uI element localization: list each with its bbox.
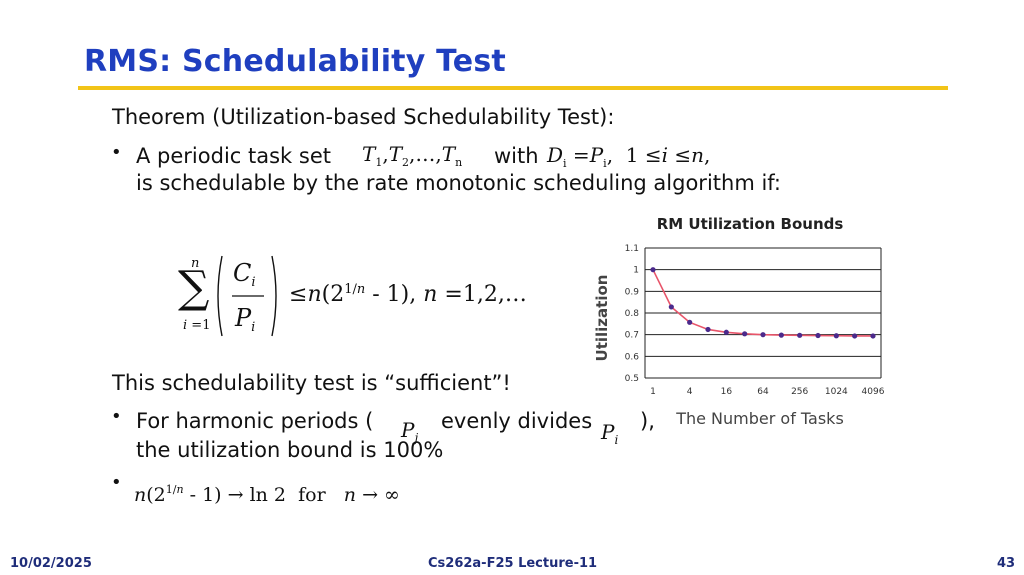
chart-data-point: [668, 304, 674, 310]
harmonic-end: ),: [640, 409, 655, 433]
limit-expression: n(21/n - 1) → ln 2 for n → ∞: [134, 483, 400, 506]
chart-x-tick-label: 1024: [825, 387, 848, 397]
chart-y-tick-label: 1: [633, 266, 639, 276]
chart-y-tick-label: 0.7: [625, 331, 639, 341]
chart-y-tick-label: 0.6: [625, 352, 640, 362]
footer-page-number: 43: [997, 556, 1016, 571]
sum-upper: n: [191, 256, 200, 271]
footer-date: 10/02/2025: [10, 556, 92, 571]
chart-data-point: [815, 332, 821, 339]
chart-data-point: [760, 332, 766, 338]
Pj-math: Pj: [401, 418, 419, 445]
chart-y-tick-label: 0.8: [625, 309, 640, 319]
chart-x-axis-label: The Number of Tasks: [675, 409, 844, 428]
bullet-icon: •: [111, 142, 122, 163]
harmonic-continuation: the utilization bound is 100%: [136, 438, 444, 462]
rm-utilization-chart: RM Utilization Bounds Utilization The Nu…: [593, 215, 885, 428]
fraction-numerator: Ci: [233, 259, 256, 290]
bullet1-continuation: is schedulable by the rate monotonic sch…: [136, 171, 782, 195]
chart-data-point: [650, 267, 656, 273]
chart-data-point: [723, 329, 729, 335]
chart-x-tick-label: 16: [721, 387, 733, 397]
harmonic-divides: evenly divides: [441, 409, 593, 433]
chart-y-tick-label: 0.9: [625, 287, 640, 297]
fraction-denominator: Pi: [235, 304, 256, 335]
bullet1-text: A periodic task set: [136, 144, 331, 168]
deadline-condition-math: Di =Pi, 1 ≤i ≤n,: [547, 143, 711, 170]
chart-y-tick-label: 0.5: [625, 374, 639, 384]
slide-title: RMS: Schedulability Test: [84, 44, 506, 79]
chart-data-point: [797, 332, 803, 338]
chart-x-tick-label: 256: [791, 387, 808, 397]
chart-series-line: [652, 269, 873, 337]
bullet-icon: •: [111, 406, 122, 427]
sum-lower: i =1: [183, 318, 211, 333]
bullet1-with: with: [494, 144, 539, 168]
fraction-parentheses: [217, 255, 277, 337]
Pi-math: Pi: [601, 420, 619, 447]
chart-x-tick-label: 4: [687, 387, 693, 397]
chart-title: RM Utilization Bounds: [657, 215, 844, 233]
chart-x-tick-label: 4096: [862, 387, 885, 397]
chart-y-axis-label: Utilization: [593, 275, 611, 362]
chart-data-point: [870, 333, 876, 339]
chart-x-tick-label: 1: [650, 387, 656, 397]
chart-y-tick-label: 1.1: [625, 244, 639, 254]
chart-x-tick-label: 64: [757, 387, 769, 397]
bullet-icon: •: [111, 472, 122, 493]
chart-data-point: [833, 333, 839, 339]
chart-data-point: [705, 326, 711, 333]
theorem-heading: Theorem (Utilization-based Schedulabilit…: [112, 105, 615, 129]
harmonic-text: For harmonic periods (: [136, 409, 374, 433]
bound-expression: ≤n(21/n - 1), n =1,2,…: [289, 282, 527, 307]
chart-data-point: [687, 319, 693, 325]
chart-data-point: [742, 331, 748, 337]
task-set-math: T1,T2,…,Tn: [362, 142, 463, 169]
footer-course: Cs262a-F25 Lecture-11: [428, 556, 598, 571]
chart-data-point: [852, 333, 858, 339]
chart-data-point: [778, 332, 784, 338]
sufficient-text: This schedulability test is “sufficient”…: [112, 371, 511, 395]
title-underline: [78, 86, 948, 90]
sum-symbol: ∑: [178, 262, 210, 313]
